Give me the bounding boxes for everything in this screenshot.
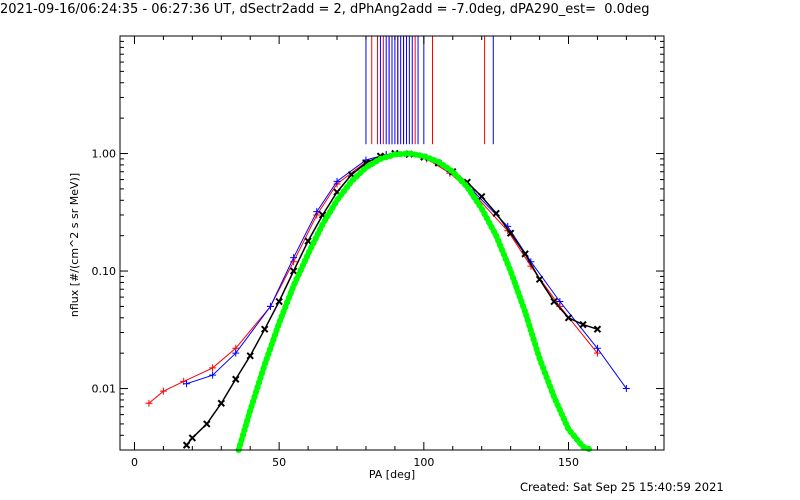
blue-point-2 [232,349,240,357]
black-point-3 [217,399,225,407]
x-tick-label-3: 150 [558,456,579,469]
black-point-0 [182,441,191,449]
black-series [182,149,602,449]
created-timestamp: Created: Sat Sep 25 15:40:59 2021 [520,480,724,494]
blue-point-1 [209,371,217,379]
black-point-9 [304,237,312,245]
blue-point-4 [290,254,298,262]
red-point-3 [209,364,217,372]
black-point-6 [260,325,269,333]
red-series [145,151,601,407]
chart-title: 2021-09-16/06:24:35 - 06:27:36 UT, dSect… [0,2,650,17]
black-point-22 [492,209,500,217]
black-point-4 [232,375,240,383]
black-point-8 [289,267,298,275]
y-axis-label: nflux [#/(cm^2 s sr MeV)] [68,173,81,317]
black-point-28 [579,320,587,329]
blue-point-3 [266,302,274,310]
black-point-26 [550,297,558,306]
black-point-29 [593,325,602,333]
red-point-0 [145,399,153,407]
series-layer [145,149,630,453]
green-series-line [235,150,595,453]
x-tick-label-0: 0 [131,456,138,469]
red-series-line [148,153,598,404]
black-point-21 [477,192,486,201]
y-tick-label-0: 0.01 [92,383,117,396]
axis-layer: 0 50 100 150 0.01 0.10 1.00 [92,36,664,469]
black-point-23 [506,229,515,237]
black-point-5 [246,352,254,360]
plot-frame [119,35,665,451]
black-point-1 [188,434,197,442]
black-point-7 [275,297,283,306]
black-point-2 [203,420,211,428]
black-point-27 [564,314,573,322]
pitch-angle-markers [365,36,494,145]
blue-point-6 [333,177,341,185]
red-point-1 [159,387,167,395]
blue-point-5 [313,208,321,216]
black-point-24 [521,250,529,258]
blue-point-15 [556,298,564,306]
black-point-25 [535,275,544,284]
blue-point-16 [593,344,601,352]
blue-point-0 [183,380,191,388]
x-axis-label: PA [deg] [369,468,415,481]
x-tick-label-1: 50 [272,456,286,469]
x-tick-label-2: 100 [413,456,434,469]
green-series [235,150,595,453]
y-tick-label-2: 1.00 [92,148,117,161]
y-tick-label-1: 0.10 [92,265,117,278]
blue-point-17 [622,385,630,393]
black-series-line [186,152,598,446]
